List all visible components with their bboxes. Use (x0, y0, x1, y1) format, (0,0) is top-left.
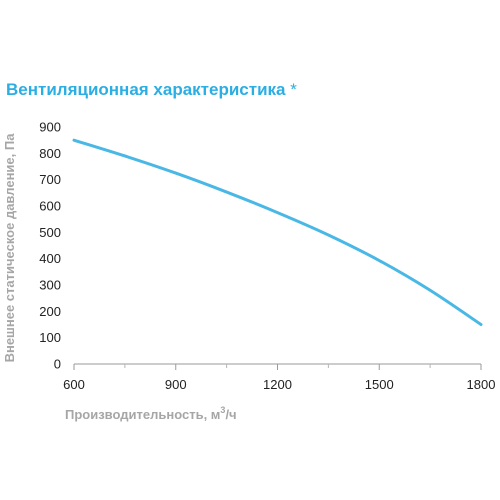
x-tick-label: 1200 (263, 377, 292, 392)
chart-title: Вентиляционная характеристика * (6, 80, 297, 100)
y-tick-label: 0 (54, 357, 61, 372)
x-axis (73, 363, 482, 370)
series-line (72, 138, 483, 326)
chart-title-asterisk: * (290, 80, 297, 99)
x-axis-label: Производительность, м3/ч (65, 405, 237, 422)
y-tick-labels: 0 100 200 300 400 500 600 700 800 900 (39, 120, 61, 372)
x-tick-label: 900 (165, 377, 187, 392)
x-tick-label: 600 (63, 377, 85, 392)
y-tick-label: 100 (39, 330, 61, 345)
y-axis-label: Внешнее статическое давление, Па (2, 133, 17, 363)
x-tick-labels: 600 900 1200 1500 1800 (63, 377, 495, 392)
y-tick-label: 200 (39, 304, 61, 319)
chart-title-text: Вентиляционная характеристика (6, 80, 286, 99)
x-tick-label: 1800 (467, 377, 496, 392)
y-tick-label: 500 (39, 225, 61, 240)
y-tick-label: 400 (39, 251, 61, 266)
y-tick-label: 600 (39, 199, 61, 214)
y-tick-label: 800 (39, 146, 61, 161)
series-layer (72, 138, 483, 326)
x-tick-label: 1500 (365, 377, 394, 392)
y-tick-label: 300 (39, 278, 61, 293)
y-tick-label: 900 (39, 120, 61, 135)
y-tick-label: 700 (39, 172, 61, 187)
